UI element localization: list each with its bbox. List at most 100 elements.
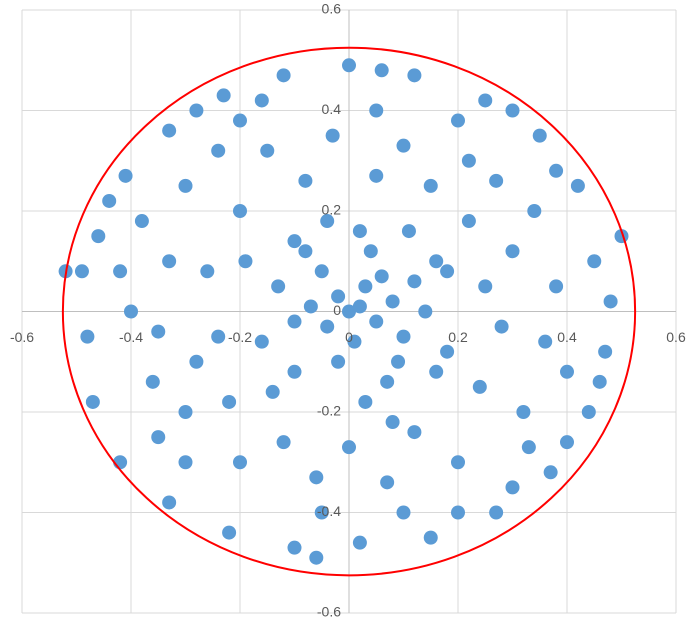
point xyxy=(254,334,269,349)
point xyxy=(151,324,166,339)
point xyxy=(314,264,329,279)
point xyxy=(331,289,346,304)
point xyxy=(560,435,574,450)
point xyxy=(570,178,585,193)
point xyxy=(516,405,531,419)
point xyxy=(407,274,422,289)
point xyxy=(287,314,302,329)
point xyxy=(505,244,520,259)
point xyxy=(151,430,166,445)
point xyxy=(216,88,231,103)
point xyxy=(342,304,356,319)
point xyxy=(145,374,160,389)
point xyxy=(189,354,204,369)
point xyxy=(309,470,324,485)
point xyxy=(162,123,177,138)
point xyxy=(265,384,280,399)
point xyxy=(352,299,367,314)
point xyxy=(178,405,193,419)
point xyxy=(587,254,602,269)
point xyxy=(211,329,226,344)
y-tick-label: 0.2 xyxy=(322,202,342,218)
point xyxy=(494,319,509,334)
point xyxy=(85,394,100,409)
point xyxy=(309,550,324,565)
y-tick-label: 0.6 xyxy=(322,1,342,17)
point xyxy=(222,394,237,409)
point xyxy=(162,495,177,510)
point xyxy=(478,279,493,294)
point xyxy=(352,535,367,550)
point xyxy=(472,379,487,394)
point xyxy=(303,299,318,314)
point xyxy=(363,244,378,259)
point xyxy=(603,294,618,309)
point xyxy=(134,214,149,229)
point xyxy=(331,354,346,369)
point xyxy=(162,254,177,269)
y-tick-label: -0.6 xyxy=(317,604,341,620)
point xyxy=(118,168,133,183)
point xyxy=(113,264,128,279)
point xyxy=(276,435,291,450)
point xyxy=(527,204,542,218)
point xyxy=(91,229,106,244)
point xyxy=(178,178,193,193)
point xyxy=(260,143,275,158)
point xyxy=(124,304,138,319)
point xyxy=(342,440,356,455)
point xyxy=(189,103,204,118)
point xyxy=(549,279,564,294)
y-tick-label: 0.4 xyxy=(322,101,342,117)
point xyxy=(461,214,476,229)
point xyxy=(521,440,536,455)
x-tick-label: 0.6 xyxy=(666,329,686,345)
x-tick-label: -0.4 xyxy=(119,329,143,345)
point xyxy=(347,334,362,349)
point xyxy=(178,455,193,470)
point xyxy=(254,93,269,108)
point xyxy=(440,344,455,359)
point xyxy=(423,530,438,545)
point xyxy=(429,254,444,269)
point xyxy=(380,475,395,490)
point xyxy=(581,405,596,419)
point xyxy=(369,314,384,329)
point xyxy=(276,68,291,83)
point xyxy=(287,234,302,249)
point xyxy=(598,344,613,359)
point xyxy=(549,163,564,178)
point xyxy=(222,525,237,540)
point xyxy=(233,455,247,470)
point xyxy=(380,374,395,389)
point xyxy=(461,153,476,168)
point xyxy=(287,364,302,379)
point xyxy=(80,329,95,344)
y-tick-label: -0.2 xyxy=(317,403,341,419)
point xyxy=(532,128,547,143)
point xyxy=(396,505,411,520)
point xyxy=(592,374,607,389)
x-tick-label: 0 xyxy=(345,329,353,345)
point xyxy=(233,113,247,128)
point xyxy=(489,505,504,520)
point xyxy=(352,224,367,239)
point xyxy=(320,319,335,334)
point xyxy=(369,103,384,118)
point xyxy=(418,304,433,319)
point xyxy=(396,329,411,344)
point xyxy=(200,264,215,279)
point xyxy=(369,168,384,183)
point xyxy=(451,505,465,520)
point xyxy=(401,224,416,239)
point xyxy=(385,415,400,430)
point xyxy=(298,173,313,188)
x-tick-label: -0.6 xyxy=(10,329,34,345)
point xyxy=(560,364,574,379)
point xyxy=(423,178,438,193)
point xyxy=(211,143,226,158)
point xyxy=(396,138,411,153)
point xyxy=(505,480,520,495)
point xyxy=(314,505,329,520)
